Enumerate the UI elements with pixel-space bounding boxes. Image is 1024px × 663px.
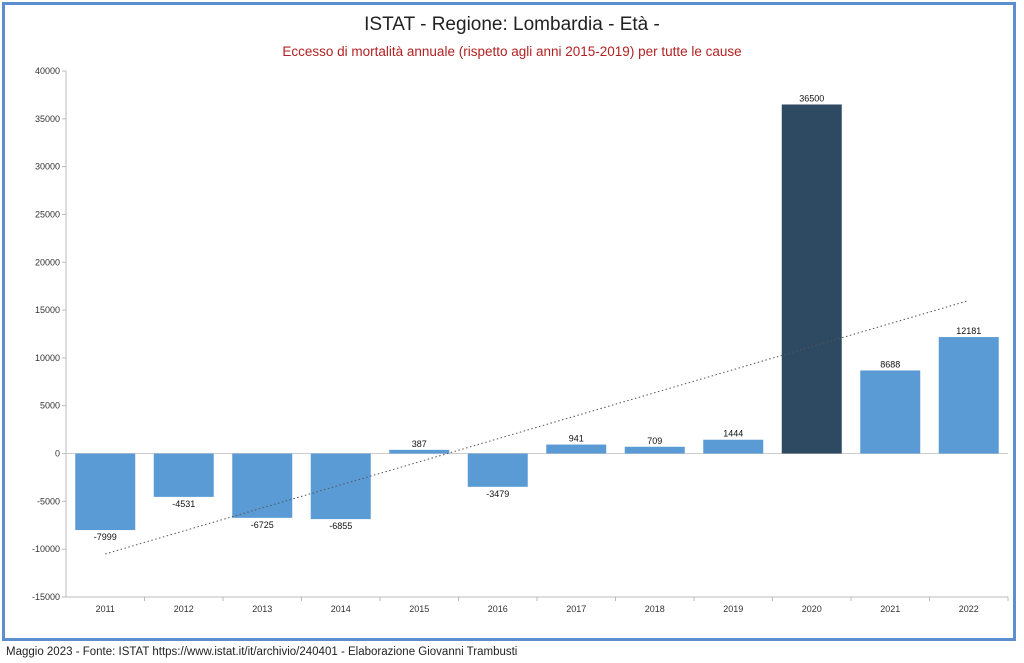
data-label-2022: 12181 (956, 326, 981, 336)
data-label-2011: -7999 (94, 532, 117, 542)
bar-2012 (153, 453, 214, 497)
bar-2017 (546, 444, 607, 454)
data-label-2021: 8688 (880, 359, 900, 369)
bar-2014 (310, 453, 371, 520)
y-tick-label: -5000 (37, 496, 60, 506)
y-tick-label: -10000 (32, 544, 60, 554)
x-tick-label: 2017 (566, 604, 586, 614)
bar-2019 (703, 439, 764, 454)
y-tick-label: 0 (55, 449, 60, 459)
data-label-2017: 941 (569, 434, 584, 444)
y-tick-label: 35000 (35, 114, 60, 124)
bar-2015 (389, 449, 450, 454)
bar-2018 (624, 446, 685, 454)
chart-subtitle: Eccesso di mortalità annuale (rispetto a… (282, 44, 742, 59)
data-label-2019: 1444 (723, 429, 743, 439)
bar-2020 (781, 104, 842, 454)
x-tick-label: 2016 (488, 604, 508, 614)
x-tick-label: 2015 (409, 604, 429, 614)
bar-2021 (860, 370, 921, 454)
x-tick-label: 2011 (96, 604, 115, 614)
source-footer: Maggio 2023 - Fonte: ISTAT https://www.i… (6, 646, 518, 658)
x-tick-label: 2014 (331, 604, 351, 614)
x-tick-label: 2013 (252, 604, 272, 614)
data-label-2018: 709 (647, 436, 662, 446)
bar-2013 (232, 453, 293, 518)
chart-title: ISTAT - Regione: Lombardia - Età - (364, 14, 660, 35)
x-tick-label: 2012 (174, 604, 194, 614)
x-tick-label: 2019 (723, 604, 743, 614)
y-tick-label: 20000 (35, 257, 60, 267)
x-tick-label: 2020 (802, 604, 822, 614)
x-tick-label: 2018 (645, 604, 665, 614)
data-label-2015: 387 (412, 439, 427, 449)
chart-frame (2, 2, 1016, 641)
data-label-2016: -3479 (486, 489, 509, 499)
y-tick-label: 5000 (40, 401, 60, 411)
data-label-2013: -6725 (251, 520, 274, 530)
data-label-2020: 36500 (799, 93, 824, 103)
y-tick-label: 40000 (35, 66, 60, 76)
y-tick-label: 30000 (35, 162, 60, 172)
bar-2011 (75, 453, 136, 531)
x-tick-label: 2022 (959, 604, 979, 614)
y-tick-label: -15000 (32, 592, 60, 602)
y-tick-label: 10000 (35, 353, 60, 363)
data-label-2014: -6855 (329, 521, 352, 531)
y-tick-label: 15000 (35, 305, 60, 315)
y-tick-label: 25000 (35, 209, 60, 219)
bar-2022 (938, 337, 999, 454)
data-label-2012: -4531 (172, 499, 195, 509)
x-tick-label: 2021 (880, 604, 900, 614)
bar-2016 (467, 453, 528, 487)
